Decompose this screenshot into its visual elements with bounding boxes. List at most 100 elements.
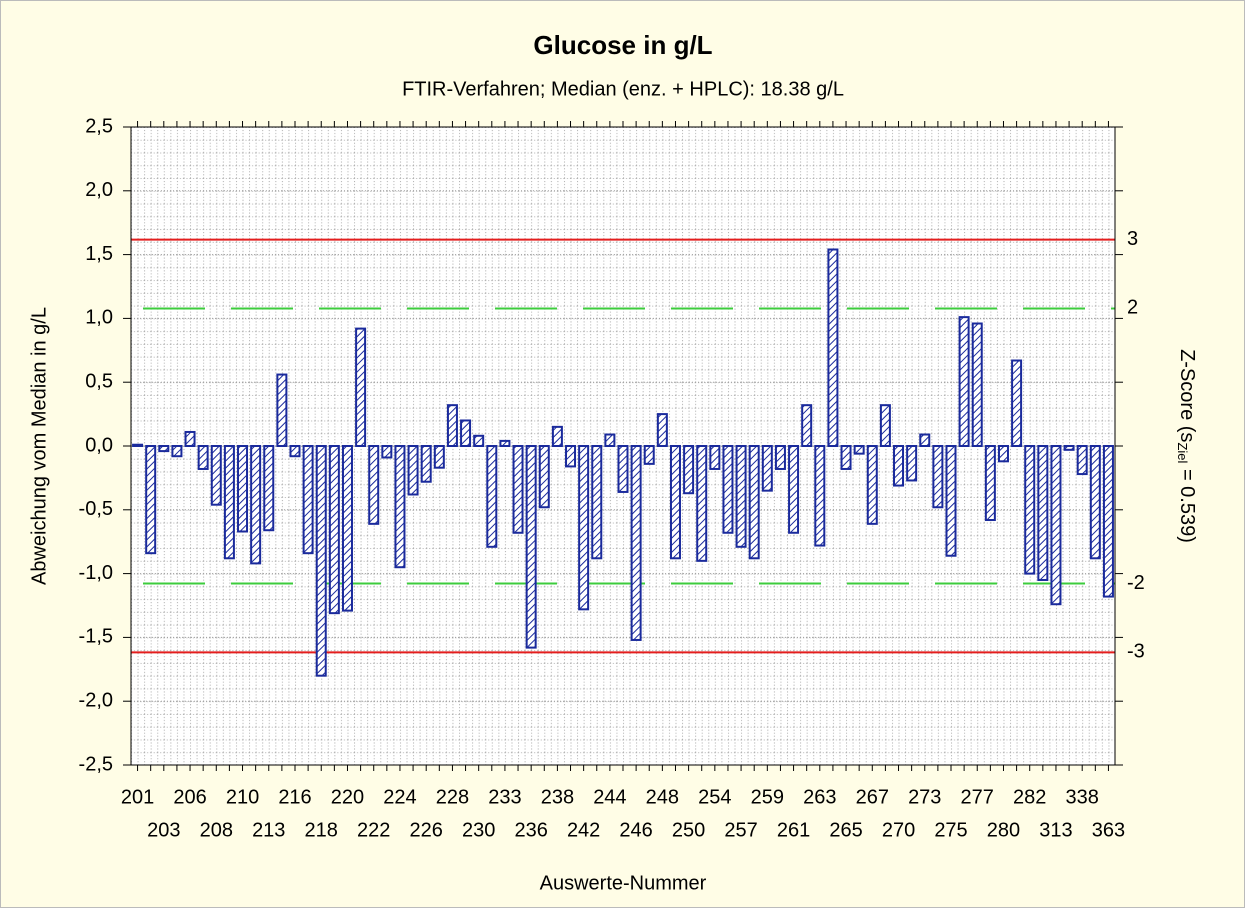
x-tick-label: 208 <box>200 819 233 841</box>
bar <box>604 433 616 447</box>
bar <box>683 445 695 495</box>
bar <box>814 445 826 547</box>
x-tick-label: 238 <box>541 786 574 808</box>
bar <box>407 445 419 496</box>
bar <box>1037 445 1049 581</box>
bar <box>879 404 891 447</box>
x-tick-label: 201 <box>121 786 154 808</box>
bar <box>893 445 905 487</box>
bar <box>853 445 865 455</box>
x-tick-label: 242 <box>567 819 600 841</box>
y-tick-label: -1,0 <box>79 562 113 584</box>
bar <box>381 445 393 459</box>
y-tick-label: 0,5 <box>85 370 113 392</box>
bar <box>906 445 918 482</box>
bar <box>355 327 367 447</box>
x-tick-label: 228 <box>436 786 469 808</box>
bar <box>1102 445 1114 598</box>
bar <box>197 445 209 470</box>
plot-frame <box>130 126 1116 766</box>
x-tick-label: 230 <box>462 819 495 841</box>
bar <box>1063 445 1075 451</box>
bar <box>630 445 642 641</box>
x-tick-label: 210 <box>226 786 259 808</box>
x-tick-label: 226 <box>410 819 443 841</box>
bar <box>735 445 747 548</box>
bar <box>145 445 157 555</box>
bar <box>1089 445 1101 560</box>
bar <box>591 445 603 560</box>
bar <box>788 445 800 534</box>
bar <box>932 445 944 509</box>
x-tick-label: 265 <box>829 819 862 841</box>
x-tick-label: 263 <box>803 786 836 808</box>
y2-tick-label: 3 <box>1127 228 1138 250</box>
y-tick-label: -2,5 <box>79 753 113 775</box>
bar <box>958 316 970 447</box>
bar <box>1050 445 1062 606</box>
y-tick-label: -2,0 <box>79 689 113 711</box>
x-tick-label: 363 <box>1092 819 1125 841</box>
x-tick-label: 270 <box>882 819 915 841</box>
bar <box>919 433 931 447</box>
bar <box>971 322 983 447</box>
bar <box>158 445 170 453</box>
x-tick-label: 216 <box>278 786 311 808</box>
bar <box>709 445 721 470</box>
bar <box>341 445 353 612</box>
bar <box>302 445 314 555</box>
y-axis-title: Abweichung vom Median in g/L <box>28 307 50 585</box>
bar <box>394 445 406 569</box>
bar <box>433 445 445 469</box>
x-tick-label: 257 <box>724 819 757 841</box>
x-tick-label: 213 <box>252 819 285 841</box>
y2-axis-title-subscript: Ziel <box>1175 442 1190 463</box>
x-tick-label: 250 <box>672 819 705 841</box>
y-tick-label: 2,5 <box>85 115 113 137</box>
y-tick-label: -1,5 <box>79 626 113 648</box>
bar <box>1024 445 1036 575</box>
x-tick-label: 280 <box>987 819 1020 841</box>
y-tick-label: 2,0 <box>85 179 113 201</box>
bar <box>486 445 498 548</box>
x-tick-label: 220 <box>331 786 364 808</box>
y-tick-label: 0,0 <box>85 434 113 456</box>
x-tick-label: 246 <box>619 819 652 841</box>
bar <box>866 445 878 525</box>
x-tick-label: 244 <box>593 786 626 808</box>
x-tick-label: 218 <box>305 819 338 841</box>
chart-subtitle: FTIR-Verfahren; Median (enz. + HPLC): 18… <box>402 78 844 100</box>
x-tick-label: 313 <box>1039 819 1072 841</box>
bar <box>223 445 235 560</box>
y2-axis-title: Z-Score (sZiel = 0.539) <box>1175 349 1198 543</box>
bar <box>512 445 524 534</box>
x-tick-label: 236 <box>514 819 547 841</box>
x-tick-label: 282 <box>1013 786 1046 808</box>
y2-axis-title-part: Z-Score (s <box>1176 349 1198 442</box>
x-tick-label: 261 <box>777 819 810 841</box>
y2-tick-label: -2 <box>1127 572 1145 594</box>
y2-axis-title-part: = 0.539) <box>1176 463 1198 543</box>
bar <box>578 445 590 611</box>
x-tick-label: 277 <box>961 786 994 808</box>
x-tick-label: 224 <box>383 786 416 808</box>
bar <box>669 445 681 560</box>
bar <box>420 445 432 483</box>
bar <box>617 445 629 493</box>
bar <box>132 443 144 447</box>
bar <box>289 445 301 458</box>
bar <box>315 445 327 677</box>
bar <box>761 445 773 492</box>
bar <box>210 445 222 506</box>
bar <box>696 445 708 562</box>
bar <box>328 445 340 615</box>
x-tick-label: 248 <box>646 786 679 808</box>
x-tick-label: 275 <box>934 819 967 841</box>
bar <box>460 419 472 448</box>
bar <box>1011 359 1023 447</box>
x-tick-label: 206 <box>173 786 206 808</box>
bar <box>801 404 813 447</box>
x-tick-label: 273 <box>908 786 941 808</box>
bar <box>276 373 288 448</box>
